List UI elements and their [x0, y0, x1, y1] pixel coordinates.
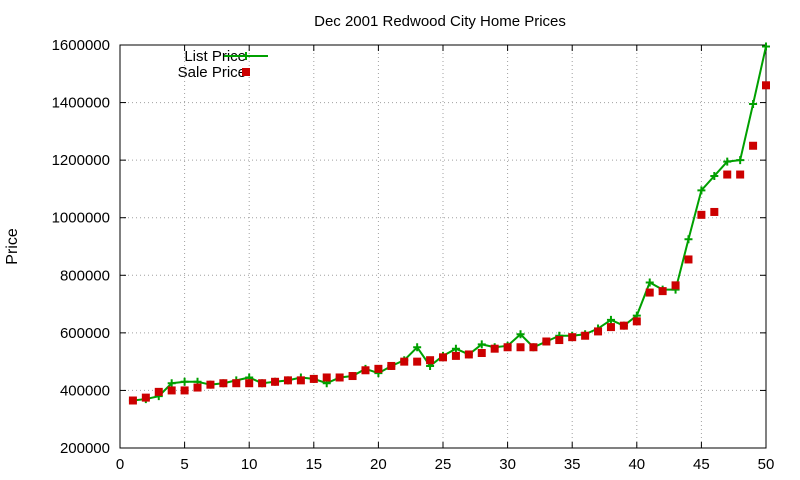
- data-point: [348, 372, 357, 381]
- y-tick-label: 400000: [60, 382, 110, 399]
- data-point: [684, 255, 693, 264]
- data-point: [400, 357, 409, 366]
- data-point: [658, 287, 667, 296]
- data-point: [232, 379, 241, 388]
- data-point: [193, 383, 202, 392]
- data-point: [206, 380, 215, 389]
- data-point: [568, 333, 577, 342]
- data-point: [749, 100, 758, 109]
- data-point: [413, 343, 422, 352]
- x-tick-label: 10: [241, 456, 258, 473]
- data-point: [413, 357, 422, 366]
- data-point: [723, 157, 732, 166]
- y-tick-label: 1400000: [52, 95, 110, 112]
- data-point: [490, 344, 499, 353]
- data-point: [606, 315, 615, 324]
- data-point: [464, 350, 473, 359]
- data-point: [671, 281, 680, 290]
- x-tick-label: 35: [564, 456, 581, 473]
- y-tick-label: 800000: [60, 267, 110, 284]
- x-tick-label: 30: [499, 456, 516, 473]
- data-point: [529, 343, 538, 352]
- data-point: [477, 349, 486, 358]
- y-tick-label: 1600000: [52, 37, 110, 54]
- data-point: [762, 42, 770, 51]
- data-point: [154, 387, 163, 396]
- data-point: [128, 396, 137, 405]
- y-axis-label: Price: [4, 228, 21, 265]
- data-point: [426, 356, 435, 365]
- y-tick-label: 200000: [60, 440, 110, 457]
- data-point: [477, 340, 486, 349]
- data-point: [271, 377, 280, 386]
- x-tick-label: 40: [628, 456, 645, 473]
- data-point: [335, 373, 344, 382]
- data-point: [361, 366, 370, 375]
- axis-ticks: 0 5 10 15 20 25 30 35 40 45 50 200000 400000 600000 80…: [52, 37, 775, 473]
- data-point: [219, 379, 228, 388]
- data-point: [439, 353, 447, 362]
- data-point: [258, 379, 267, 388]
- data-point: [180, 377, 189, 386]
- legend-label: Sale Price: [178, 64, 246, 81]
- data-point: [503, 343, 512, 352]
- data-point: [697, 210, 706, 219]
- data-point: [710, 207, 719, 216]
- data-point: [516, 330, 525, 339]
- data-point: [594, 327, 603, 336]
- data-point: [749, 141, 758, 150]
- data-point: [710, 171, 719, 180]
- data-point: [374, 364, 383, 373]
- x-tick-label: 25: [435, 456, 452, 473]
- data-point: [296, 376, 305, 385]
- data-point: [309, 374, 318, 383]
- data-point: [723, 170, 732, 179]
- y-tick-label: 600000: [60, 325, 110, 342]
- legend-marker: [242, 52, 250, 60]
- data-point: [451, 344, 460, 353]
- series-1: [128, 42, 770, 405]
- y-tick-label: 1200000: [52, 152, 110, 169]
- series-line: [132, 46, 767, 402]
- data-point: [736, 170, 745, 179]
- data-point: [645, 278, 654, 287]
- data-point: [141, 393, 150, 402]
- data-point: [167, 386, 176, 395]
- data-point: [762, 81, 770, 90]
- data-point: [645, 288, 654, 297]
- data-point: [619, 321, 628, 330]
- x-tick-label: 5: [180, 456, 188, 473]
- chart-title: Dec 2001 Redwood City Home Prices: [314, 13, 566, 30]
- data-point: [167, 379, 176, 388]
- series-2: [128, 81, 770, 405]
- data-point: [581, 331, 590, 340]
- y-tick-label: 1000000: [52, 210, 110, 227]
- data-point: [555, 336, 564, 345]
- x-tick-label: 20: [370, 456, 387, 473]
- x-tick-label: 0: [116, 456, 124, 473]
- data-point: [736, 156, 745, 165]
- data-point: [542, 337, 551, 346]
- data-point: [322, 373, 331, 382]
- data-point: [516, 343, 525, 352]
- x-tick-label: 45: [693, 456, 710, 473]
- data-point: [387, 361, 396, 370]
- legend-label: List Price: [184, 48, 246, 65]
- data-point: [632, 317, 641, 326]
- series: [128, 42, 770, 405]
- data-point: [283, 376, 292, 385]
- x-tick-label: 50: [758, 456, 775, 473]
- x-tick-label: 15: [305, 456, 322, 473]
- data-point: [451, 351, 460, 360]
- data-point: [180, 386, 189, 395]
- grid: [120, 45, 766, 448]
- data-point: [606, 323, 615, 332]
- legend-marker: [242, 68, 250, 76]
- data-point: [697, 186, 706, 195]
- data-point: [245, 379, 254, 388]
- data-point: [684, 235, 693, 244]
